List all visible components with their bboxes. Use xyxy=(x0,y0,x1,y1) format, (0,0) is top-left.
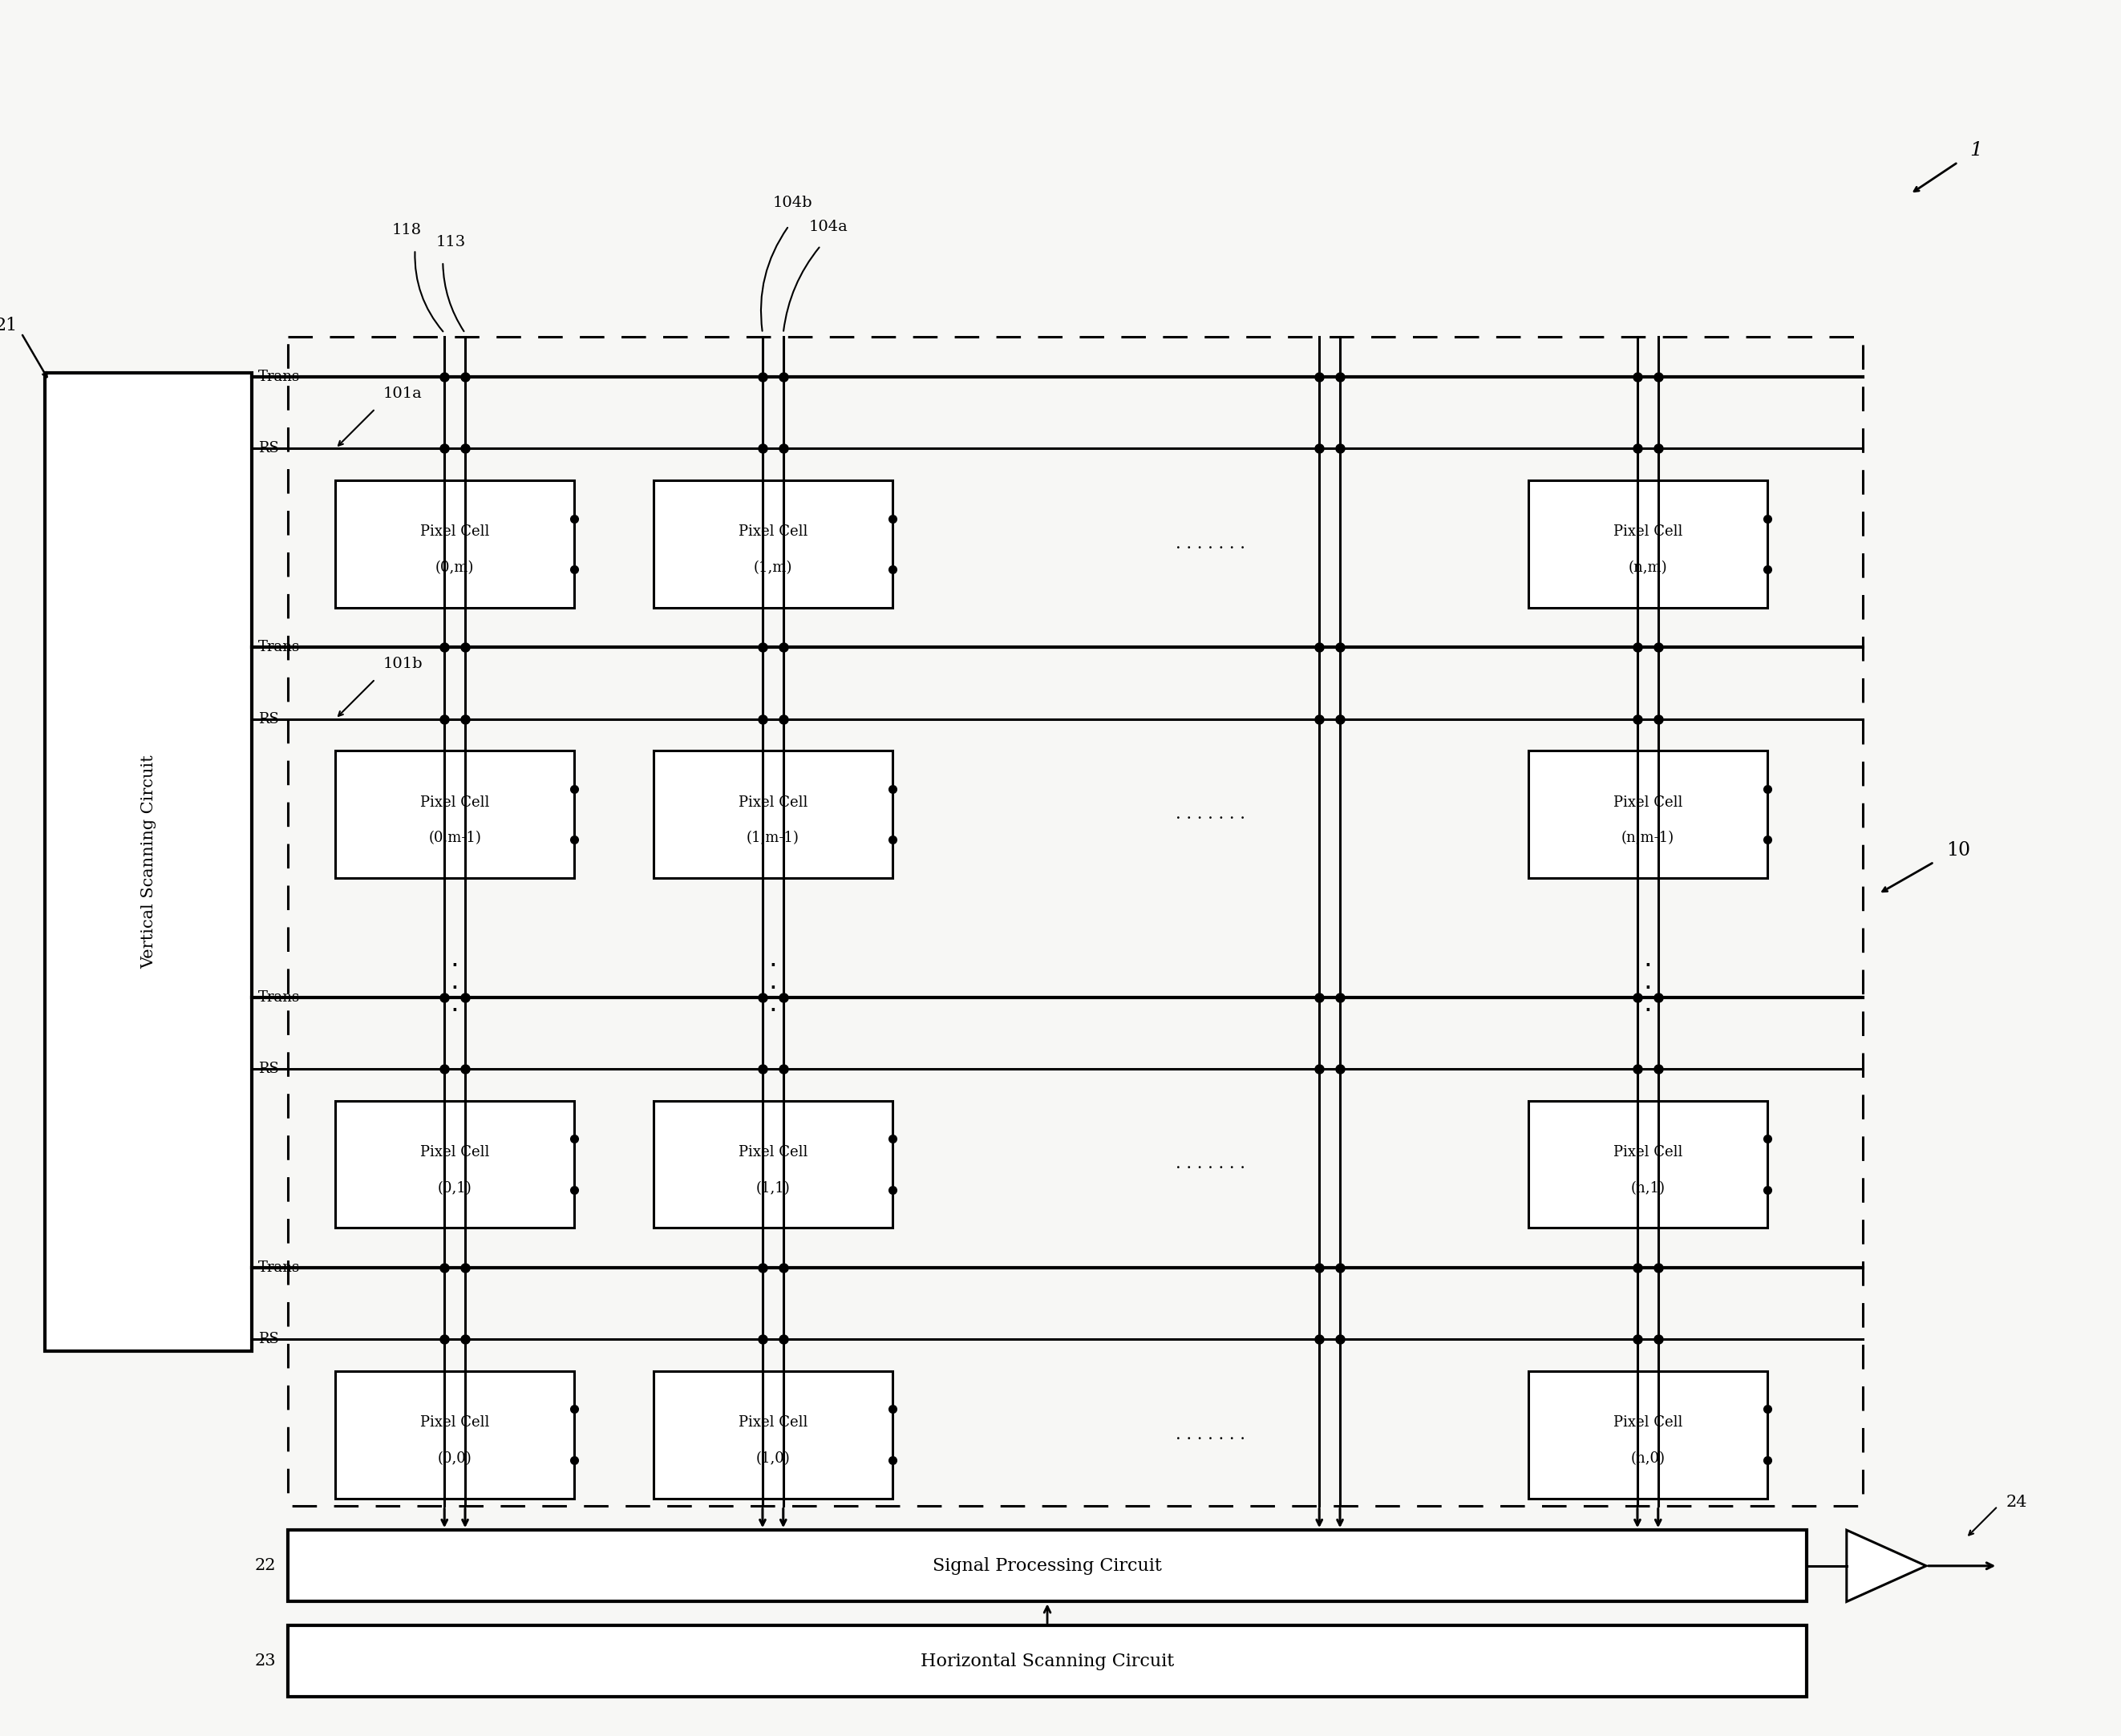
Text: Trans: Trans xyxy=(259,1260,301,1274)
Text: Pixel Cell: Pixel Cell xyxy=(738,1415,808,1430)
Text: 104a: 104a xyxy=(808,219,848,234)
Text: Pixel Cell: Pixel Cell xyxy=(738,1146,808,1160)
Text: Horizontal Scanning Circuit: Horizontal Scanning Circuit xyxy=(921,1653,1175,1670)
Text: Pixel Cell: Pixel Cell xyxy=(738,795,808,809)
Text: RS: RS xyxy=(259,441,280,457)
Bar xyxy=(1529,481,1767,608)
Text: 113: 113 xyxy=(437,236,467,250)
Text: ·
·
·: · · · xyxy=(450,953,458,1024)
Text: (n,m): (n,m) xyxy=(1629,561,1667,575)
Text: 24: 24 xyxy=(2006,1495,2028,1510)
Text: Pixel Cell: Pixel Cell xyxy=(1614,524,1682,540)
Text: 118: 118 xyxy=(392,224,422,238)
Text: 10: 10 xyxy=(1947,840,1970,859)
Bar xyxy=(335,1101,575,1227)
Text: Pixel Cell: Pixel Cell xyxy=(420,1146,490,1160)
Text: Pixel Cell: Pixel Cell xyxy=(1614,1146,1682,1160)
Bar xyxy=(1529,750,1767,878)
Text: Pixel Cell: Pixel Cell xyxy=(1614,1415,1682,1430)
Text: . . . . . . .: . . . . . . . xyxy=(1175,1427,1245,1443)
Text: (1,m-1): (1,m-1) xyxy=(747,832,800,845)
Text: 104b: 104b xyxy=(772,196,812,210)
Text: RS: RS xyxy=(259,712,280,726)
Text: RS: RS xyxy=(259,1062,280,1076)
Text: . . . . . . .: . . . . . . . xyxy=(1175,536,1245,552)
Text: Trans: Trans xyxy=(259,990,301,1005)
Text: . . . . . . .: . . . . . . . xyxy=(1175,807,1245,821)
Text: Pixel Cell: Pixel Cell xyxy=(738,524,808,540)
Bar xyxy=(335,1371,575,1498)
Text: (n,0): (n,0) xyxy=(1631,1451,1665,1465)
Text: (0,1): (0,1) xyxy=(437,1180,473,1196)
Text: (1,0): (1,0) xyxy=(755,1451,789,1465)
Text: Trans: Trans xyxy=(259,641,301,654)
Text: ·
·
·: · · · xyxy=(1644,953,1652,1024)
Text: 21: 21 xyxy=(0,316,17,333)
Text: Pixel Cell: Pixel Cell xyxy=(1614,795,1682,809)
Bar xyxy=(288,1625,1807,1698)
Text: ·
·
·: · · · xyxy=(768,953,776,1024)
Text: 23: 23 xyxy=(255,1654,276,1668)
Text: 1: 1 xyxy=(1970,141,1983,160)
Text: Vertical Scanning Circuit: Vertical Scanning Circuit xyxy=(140,755,157,969)
Bar xyxy=(1529,1371,1767,1498)
Text: (0,m): (0,m) xyxy=(435,561,475,575)
Text: (n,1): (n,1) xyxy=(1631,1180,1665,1196)
Text: (n,m-1): (n,m-1) xyxy=(1620,832,1673,845)
Bar xyxy=(653,750,893,878)
Text: (0,m-1): (0,m-1) xyxy=(428,832,481,845)
Bar xyxy=(288,1529,1807,1602)
Text: RS: RS xyxy=(259,1332,280,1347)
Polygon shape xyxy=(1847,1529,1926,1602)
Bar xyxy=(335,750,575,878)
Text: Signal Processing Circuit: Signal Processing Circuit xyxy=(933,1557,1162,1575)
Text: Pixel Cell: Pixel Cell xyxy=(420,795,490,809)
Bar xyxy=(653,1101,893,1227)
Text: 22: 22 xyxy=(255,1559,276,1573)
Text: . . . . . . .: . . . . . . . xyxy=(1175,1156,1245,1172)
Text: (1,m): (1,m) xyxy=(753,561,793,575)
Bar xyxy=(653,481,893,608)
Text: 101b: 101b xyxy=(384,656,422,672)
Bar xyxy=(335,481,575,608)
Text: (1,1): (1,1) xyxy=(755,1180,789,1196)
Text: Pixel Cell: Pixel Cell xyxy=(420,1415,490,1430)
Text: 101a: 101a xyxy=(384,387,422,401)
Bar xyxy=(45,373,252,1351)
Text: Trans: Trans xyxy=(259,370,301,384)
Bar xyxy=(1529,1101,1767,1227)
Text: Pixel Cell: Pixel Cell xyxy=(420,524,490,540)
Text: (0,0): (0,0) xyxy=(437,1451,473,1465)
Bar xyxy=(653,1371,893,1498)
